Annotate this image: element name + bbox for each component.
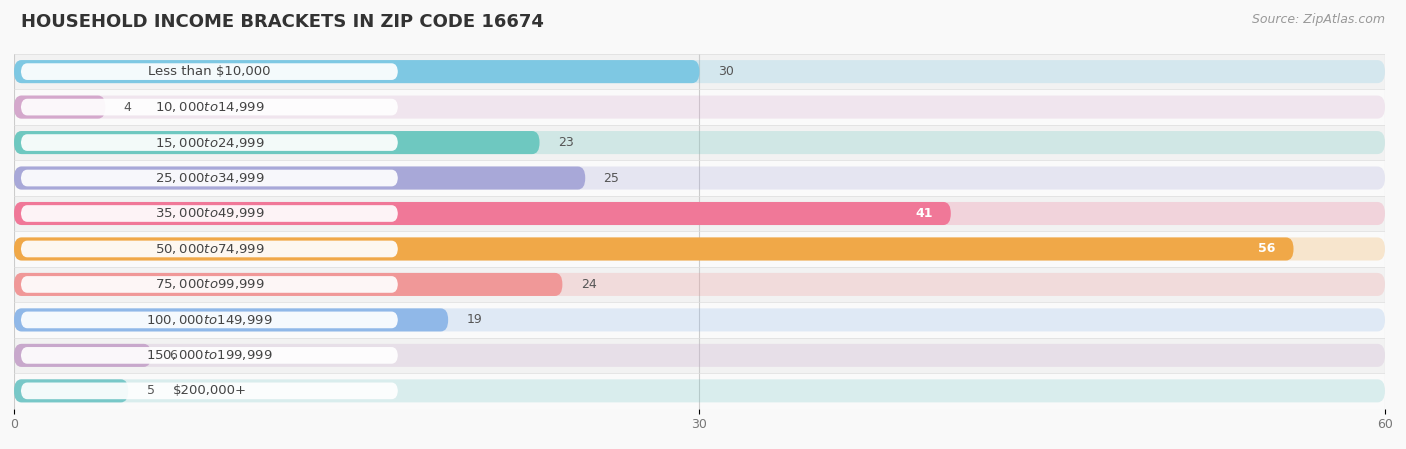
FancyBboxPatch shape (14, 60, 700, 83)
FancyBboxPatch shape (14, 96, 1385, 119)
FancyBboxPatch shape (14, 167, 585, 189)
Text: 6: 6 (170, 349, 177, 362)
FancyBboxPatch shape (14, 202, 1385, 225)
Text: 56: 56 (1258, 242, 1275, 255)
FancyBboxPatch shape (14, 131, 540, 154)
Text: 30: 30 (718, 65, 734, 78)
FancyBboxPatch shape (14, 379, 128, 402)
FancyBboxPatch shape (14, 308, 449, 331)
FancyBboxPatch shape (14, 167, 1385, 189)
Text: 23: 23 (558, 136, 574, 149)
Text: 24: 24 (581, 278, 596, 291)
Text: 41: 41 (915, 207, 932, 220)
FancyBboxPatch shape (21, 63, 398, 80)
FancyBboxPatch shape (0, 338, 1406, 373)
FancyBboxPatch shape (0, 54, 1406, 89)
Text: $50,000 to $74,999: $50,000 to $74,999 (155, 242, 264, 256)
Text: $200,000+: $200,000+ (173, 384, 246, 397)
FancyBboxPatch shape (14, 379, 1385, 402)
Text: 25: 25 (603, 172, 620, 185)
FancyBboxPatch shape (0, 196, 1406, 231)
FancyBboxPatch shape (21, 276, 398, 293)
FancyBboxPatch shape (21, 383, 398, 399)
FancyBboxPatch shape (0, 125, 1406, 160)
FancyBboxPatch shape (0, 231, 1406, 267)
FancyBboxPatch shape (0, 89, 1406, 125)
Text: $100,000 to $149,999: $100,000 to $149,999 (146, 313, 273, 327)
FancyBboxPatch shape (0, 160, 1406, 196)
FancyBboxPatch shape (0, 373, 1406, 409)
Text: 4: 4 (124, 101, 132, 114)
Text: $10,000 to $14,999: $10,000 to $14,999 (155, 100, 264, 114)
FancyBboxPatch shape (14, 308, 1385, 331)
FancyBboxPatch shape (21, 205, 398, 222)
FancyBboxPatch shape (21, 134, 398, 151)
Text: 19: 19 (467, 313, 482, 326)
FancyBboxPatch shape (0, 267, 1406, 302)
Text: $75,000 to $99,999: $75,000 to $99,999 (155, 277, 264, 291)
FancyBboxPatch shape (14, 96, 105, 119)
FancyBboxPatch shape (14, 238, 1294, 260)
FancyBboxPatch shape (14, 60, 1385, 83)
FancyBboxPatch shape (14, 273, 1385, 296)
FancyBboxPatch shape (21, 347, 398, 364)
Text: HOUSEHOLD INCOME BRACKETS IN ZIP CODE 16674: HOUSEHOLD INCOME BRACKETS IN ZIP CODE 16… (21, 13, 544, 31)
FancyBboxPatch shape (21, 99, 398, 115)
Text: Source: ZipAtlas.com: Source: ZipAtlas.com (1251, 13, 1385, 26)
FancyBboxPatch shape (14, 344, 1385, 367)
Text: $35,000 to $49,999: $35,000 to $49,999 (155, 207, 264, 220)
Text: $15,000 to $24,999: $15,000 to $24,999 (155, 136, 264, 150)
FancyBboxPatch shape (14, 238, 1385, 260)
FancyBboxPatch shape (14, 344, 152, 367)
FancyBboxPatch shape (0, 302, 1406, 338)
Text: $150,000 to $199,999: $150,000 to $199,999 (146, 348, 273, 362)
FancyBboxPatch shape (21, 170, 398, 186)
FancyBboxPatch shape (21, 312, 398, 328)
FancyBboxPatch shape (21, 241, 398, 257)
Text: 5: 5 (146, 384, 155, 397)
FancyBboxPatch shape (14, 273, 562, 296)
Text: $25,000 to $34,999: $25,000 to $34,999 (155, 171, 264, 185)
FancyBboxPatch shape (14, 202, 950, 225)
FancyBboxPatch shape (14, 131, 1385, 154)
Text: Less than $10,000: Less than $10,000 (148, 65, 271, 78)
